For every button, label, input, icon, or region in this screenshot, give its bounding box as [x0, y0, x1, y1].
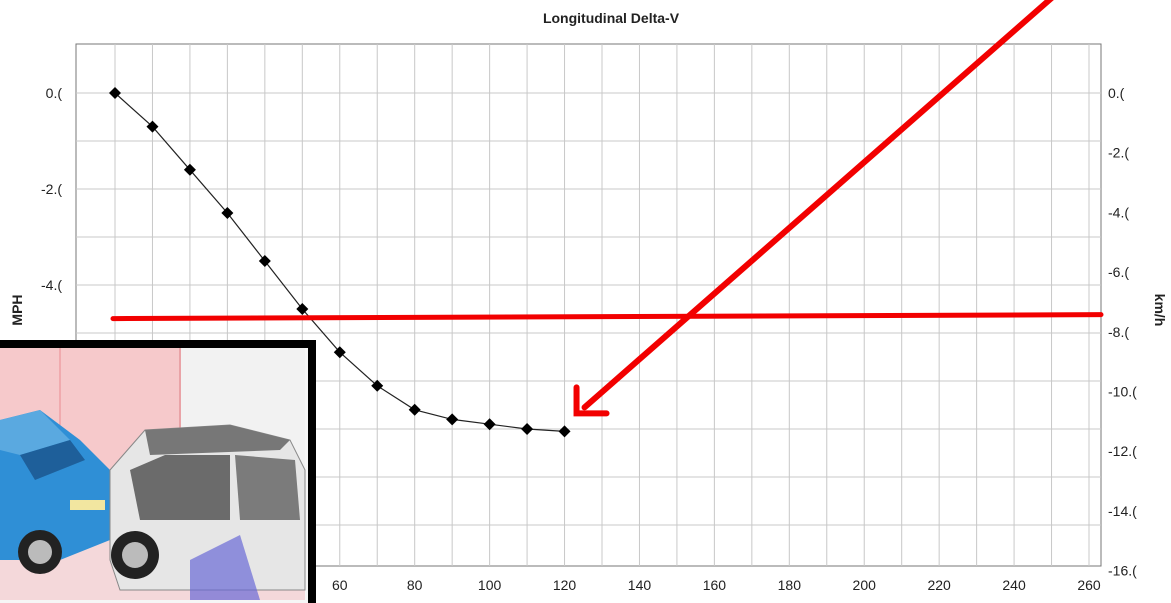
y2-tick-label: -10.(	[1108, 384, 1137, 400]
y2-tick-label: -12.(	[1108, 443, 1137, 459]
red-horizontal-line	[110, 312, 1104, 322]
data-point-marker	[446, 413, 459, 426]
y2-tick-label: 0.(	[1108, 85, 1125, 101]
x-tick-label: 160	[703, 577, 727, 593]
y2-tick-label: -14.(	[1108, 503, 1137, 519]
red-arrow-shaft	[581, 0, 1054, 411]
y2-tick-label: -16.(	[1108, 563, 1137, 579]
crash-simulation-image	[0, 340, 316, 603]
data-point-marker	[296, 303, 309, 315]
y2-axis-label: km/h	[1152, 294, 1168, 327]
data-point-marker	[371, 379, 384, 392]
x-tick-label: 100	[478, 577, 502, 593]
data-point-marker	[408, 403, 421, 416]
y-tick-label: -4.(	[41, 277, 62, 293]
y-tick-label: -2.(	[41, 181, 62, 197]
y-axis-label: MPH	[9, 294, 25, 325]
y2-axis-ticks: 0.( -2.( -4.( -6.( -8.( -10.( -12.( -14.( -16.(	[1108, 85, 1137, 579]
y2-tick-label: -6.(	[1108, 264, 1129, 280]
x-tick-label: 180	[778, 577, 802, 593]
data-point-marker	[258, 255, 271, 267]
y2-tick-label: -4.(	[1108, 204, 1129, 220]
data-point-marker	[146, 120, 159, 133]
x-tick-label: 80	[407, 577, 423, 593]
y2-tick-label: -8.(	[1108, 324, 1129, 340]
data-point-marker	[333, 346, 346, 359]
x-tick-label: 240	[1002, 577, 1026, 593]
blue-car	[0, 410, 110, 574]
x-tick-label: 60	[332, 577, 348, 593]
annotations	[110, 0, 1104, 417]
white-car	[109, 424, 306, 600]
x-tick-label: 120	[553, 577, 577, 593]
data-point-marker	[483, 418, 496, 431]
series-group	[109, 87, 571, 438]
data-point-marker	[521, 423, 534, 435]
x-tick-label: 220	[927, 577, 951, 593]
data-point-marker	[558, 425, 571, 438]
y-axis-ticks: 0.( -2.( -4.(	[41, 85, 62, 293]
chart-title: Longitudinal Delta-V	[543, 10, 680, 26]
x-tick-label: 260	[1077, 577, 1101, 593]
x-axis-ticks: 60 80 100 120 140 160 180 200 220 240 260	[332, 577, 1101, 593]
x-tick-label: 140	[628, 577, 652, 593]
red-arrow-head	[573, 384, 610, 417]
y-tick-label: 0.(	[46, 85, 63, 101]
data-point-marker	[109, 87, 121, 99]
data-point-marker	[183, 163, 196, 176]
y2-tick-label: -2.(	[1108, 145, 1129, 161]
x-tick-label: 200	[853, 577, 877, 593]
data-point-marker	[221, 207, 234, 219]
